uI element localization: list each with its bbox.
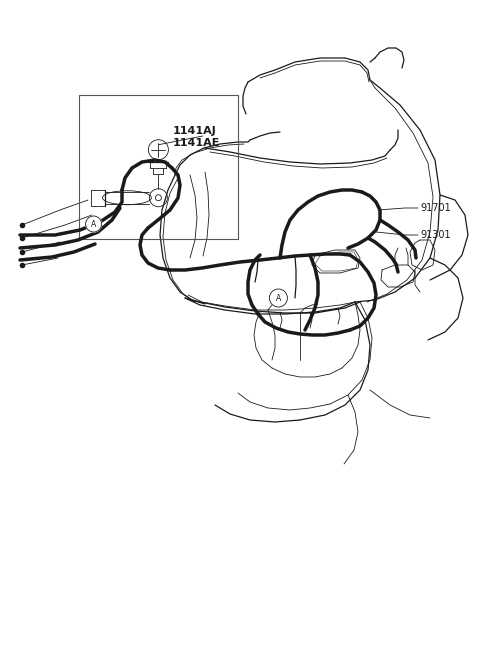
Text: 91301: 91301: [420, 230, 451, 240]
Text: 1141AJ: 1141AJ: [173, 126, 216, 136]
Circle shape: [85, 216, 102, 232]
Bar: [79, 95, 238, 239]
Circle shape: [269, 289, 288, 307]
Text: 91701: 91701: [420, 203, 451, 213]
Text: A: A: [276, 293, 281, 303]
Text: 1141AE: 1141AE: [173, 138, 220, 148]
Text: A: A: [91, 219, 96, 229]
